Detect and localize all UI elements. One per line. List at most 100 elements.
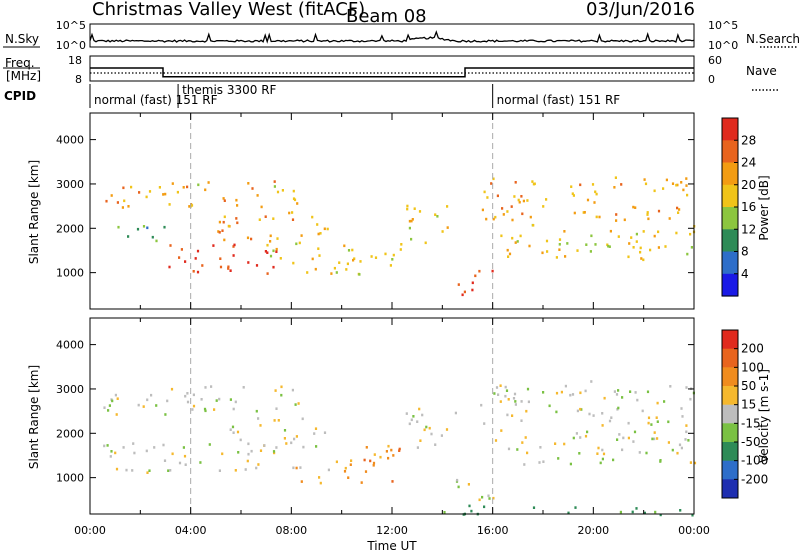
vel-echo-cell [494,439,498,442]
vel-echo-cell [186,392,189,395]
vel-echo-cell [681,415,684,418]
vel-echo-cell [678,443,682,447]
vel-echo-cell [183,454,187,458]
vel-echo-cell [601,448,604,452]
vel-echo-cell [650,423,653,426]
vel-echo-cell [178,461,182,465]
power-echo-cell [219,265,223,269]
power-echo-cell [235,217,238,220]
vel-echo-cell [369,459,372,463]
vel-ytick-label: 1000 [56,472,84,485]
power-echo-cell [664,245,667,248]
vel-echo-cell [169,469,172,472]
freq-panel: Freq. [MHz] Nave 18 8 60 0 [3,54,778,91]
vel-echo-cell [505,389,509,392]
vel-echo-cell [290,441,293,445]
vel-echo-cell [203,407,207,411]
power-echo-cell [176,190,179,194]
vel-echo-cell [182,446,185,449]
power-echo-cell [145,195,148,199]
vel-echo-cell [615,393,619,396]
vel-echo-cell [596,452,599,455]
power-echo-cell [163,225,166,229]
vel-echo-cell [106,444,109,447]
power-echo-cell [264,215,267,218]
vel-echo-cell [548,404,551,408]
vel-echo-cell [405,412,408,415]
power-echo-cell [258,218,261,221]
power-colorbar-swatch [722,118,738,141]
power-echo-cell [207,181,210,184]
power-echo-cell [501,207,504,210]
power-echo-cell [295,242,298,246]
vel-echo-cell [416,446,419,449]
power-echo-cell [410,219,413,223]
vel-echo-cell [480,403,483,407]
power-echo-cell [513,195,516,198]
vel-echo-cell [470,509,473,513]
vel-echo-cell [445,428,449,431]
power-echo-cell [542,205,545,208]
power-echo-cell [474,274,477,278]
power-colorbar-swatch [722,229,738,253]
vel-echo-cell [372,464,375,467]
power-echo-cell [520,195,523,198]
vel-echo-cell [621,396,624,399]
vel-echo-cell [387,456,390,460]
power-echo-cell [306,271,309,274]
power-echo-cell [516,240,519,243]
power-echo-cell [598,215,601,219]
power-echo-cell [628,242,631,245]
vel-echo-cell [608,419,612,423]
power-echo-cell [583,211,586,214]
power-echo-cell [668,217,671,220]
power-echo-cell [644,182,648,186]
power-echo-cell [233,243,236,247]
power-echo-cell [293,198,297,202]
power-echo-cell [528,244,531,248]
vel-echo-cell [318,476,321,479]
power-echo-cell [586,198,590,202]
power-echo-cell [292,189,295,193]
power-echo-cell [130,185,133,189]
vel-echo-cell [257,463,260,466]
power-echo-cell [563,230,566,233]
vel-echo-cell [616,438,619,441]
vel-colorbar-swatch [722,442,738,462]
vel-echo-cell [114,393,117,397]
vel-echo-cell [335,460,338,464]
vel-echo-cell [398,449,401,452]
vel-echo-cell [274,389,277,392]
vel-echo-cell [689,461,692,464]
power-echo-cell [335,271,338,274]
vel-echo-cell [259,449,263,452]
power-echo-cell [151,235,154,239]
vel-xtick-label: 20:00 [577,524,609,537]
power-echo-cell [685,184,688,187]
vel-echo-cell [679,509,682,512]
power-echo-cell [642,258,645,262]
vel-echo-cell [542,460,545,463]
vel-echo-cell [142,405,145,408]
vel-echo-cell [246,459,249,463]
vel-echo-cell [685,430,688,434]
cpid-label: CPID [4,89,36,103]
vel-colorbar-swatch [722,423,738,443]
vel-echo-cell [232,431,235,434]
power-echo-cell [232,254,235,257]
power-echo-cell [236,221,239,225]
vel-echo-cell [612,458,615,462]
power-echo-cell [413,207,416,210]
power-echo-cell [186,185,189,189]
vel-echo-cell [520,419,523,422]
power-echo-cell [392,253,395,257]
power-echo-cell [266,272,269,275]
vel-echo-cell [285,442,288,445]
vel-echo-cell [122,446,125,449]
vel-echo-cell [364,470,368,473]
power-echo-cell [273,185,276,188]
power-echo-cell [146,226,149,230]
vel-echo-cell [467,483,470,486]
vel-xtick-label: 00:00 [74,524,106,537]
vel-echo-cell [647,416,651,420]
